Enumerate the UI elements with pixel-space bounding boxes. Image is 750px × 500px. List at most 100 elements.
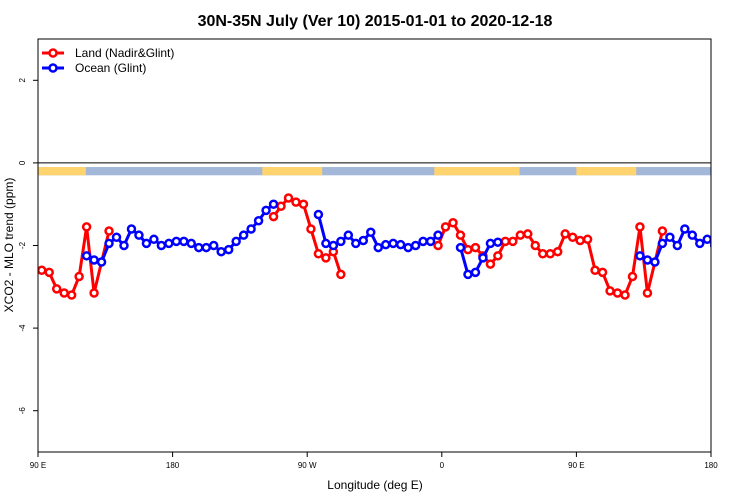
- ocean-data-point: [336, 236, 346, 247]
- land-data-point: [560, 229, 570, 239]
- ocean-data-point: [485, 238, 496, 249]
- ocean-data-point: [119, 240, 129, 251]
- ocean-data-point: [719, 240, 726, 247]
- ocean-data-point: [156, 240, 167, 251]
- ocean-data-point: [268, 199, 279, 209]
- ocean-data-point: [141, 238, 152, 249]
- land-data-point: [485, 259, 496, 269]
- land-data-point: [515, 230, 526, 240]
- land-series-line: [272, 196, 343, 275]
- land-data-point: [104, 226, 114, 236]
- land-data-point: [276, 201, 286, 212]
- land-data-point: [523, 229, 533, 239]
- ocean-data-point: [425, 236, 436, 247]
- land-data-point: [590, 265, 600, 276]
- land-data-point: [321, 253, 331, 263]
- ocean-data-point: [366, 227, 376, 238]
- x-tick-label: 90 E: [30, 461, 46, 470]
- ocean-data-point: [455, 242, 466, 253]
- land-data-point: [597, 267, 608, 278]
- legend-land-label: Land (Nadir&Glint): [75, 46, 174, 60]
- ocean-data-point: [321, 238, 331, 249]
- land-data-point: [455, 230, 466, 240]
- ocean-data-point: [657, 238, 668, 249]
- land-data-point: [575, 235, 585, 246]
- land-data-point: [582, 234, 593, 245]
- land-data-point: [642, 288, 653, 298]
- y-tick-label: -2: [18, 241, 27, 249]
- ocean-data-point: [358, 235, 369, 246]
- ocean-data-point: [470, 267, 481, 278]
- ocean-data-point: [410, 240, 421, 251]
- x-tick-label: 90 E: [568, 461, 584, 470]
- ocean-data-point: [709, 242, 711, 249]
- land-series-line: [436, 221, 664, 297]
- ocean-data-point: [238, 230, 249, 240]
- ocean-data-point: [186, 238, 197, 249]
- land-band-segment: [38, 167, 86, 176]
- land-data-point: [298, 199, 309, 209]
- x-tick-label: 90 W: [298, 461, 317, 470]
- y-tick-label: -6: [18, 407, 27, 415]
- land-data-point: [612, 288, 623, 298]
- land-mask-band: [38, 167, 711, 176]
- land-data-point: [283, 193, 294, 203]
- land-data-point: [313, 249, 324, 259]
- ocean-data-point: [680, 224, 690, 234]
- ocean-data-point: [313, 209, 324, 220]
- x-tick-label: 0: [440, 461, 445, 470]
- ocean-data-point: [463, 269, 473, 280]
- ocean-data-point: [81, 251, 92, 261]
- ocean-data-point: [134, 230, 144, 240]
- land-band-segment: [262, 167, 323, 176]
- y-axis-ticks: -6 -4 -2 0 2: [18, 78, 38, 415]
- ocean-data-point: [672, 240, 683, 251]
- ocean-data-point: [253, 215, 264, 226]
- land-data-point: [627, 271, 638, 282]
- ocean-data-point: [208, 240, 219, 251]
- y-axis-label: XCO2 - MLO trend (ppm): [2, 178, 16, 313]
- land-data-point: [448, 218, 458, 228]
- land-data-point: [508, 236, 518, 247]
- land-band-segment: [576, 167, 637, 176]
- ocean-data-point: [403, 242, 413, 253]
- x-tick-label: 180: [166, 461, 180, 470]
- ocean-data-point: [395, 239, 406, 250]
- x-axis-label: Longitude (deg E): [327, 478, 422, 492]
- ocean-data-point: [478, 253, 488, 263]
- ocean-data-point: [216, 246, 226, 257]
- land-data-point: [552, 246, 563, 257]
- land-data-point: [89, 288, 99, 298]
- land-data-point: [433, 240, 443, 251]
- chart-title: 30N-35N July (Ver 10) 2015-01-01 to 2020…: [198, 13, 553, 30]
- land-data-point: [605, 286, 615, 296]
- ocean-data-point: [223, 244, 234, 255]
- legend: Land (Nadir&Glint)Ocean (Glint): [42, 46, 174, 75]
- land-data-point: [493, 251, 503, 261]
- ocean-data-point: [179, 236, 189, 247]
- series-group: [38, 193, 726, 300]
- land-data-point: [74, 271, 84, 282]
- ocean-data-point: [388, 238, 398, 249]
- ocean-data-point: [695, 238, 705, 249]
- ocean-data-point: [343, 230, 354, 240]
- ocean-data-point: [642, 255, 653, 265]
- land-data-point: [336, 269, 346, 280]
- x-tick-label: 180: [704, 461, 718, 470]
- ocean-data-point: [635, 251, 645, 261]
- ocean-data-point: [650, 257, 660, 267]
- ocean-data-point: [351, 238, 361, 249]
- ocean-data-point: [373, 242, 383, 253]
- ocean-data-point: [149, 234, 159, 245]
- land-data-point: [268, 211, 279, 222]
- land-data-point: [545, 249, 555, 259]
- land-data-point: [51, 284, 62, 294]
- ocean-data-point: [89, 255, 99, 265]
- ocean-data-point: [246, 224, 256, 234]
- land-data-point: [59, 288, 69, 298]
- ocean-data-point: [164, 238, 174, 249]
- ocean-data-point: [687, 230, 698, 240]
- land-data-point: [440, 222, 451, 232]
- x-axis-ticks: 90 E 180 90 W 0 90 E 180: [30, 452, 718, 470]
